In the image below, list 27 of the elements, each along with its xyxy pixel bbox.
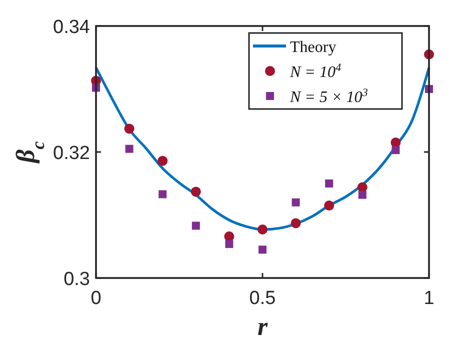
point	[292, 198, 300, 206]
point	[190, 186, 201, 197]
point	[290, 218, 301, 228]
legend-label: N = 10$^{4}$	[289, 62, 342, 81]
legend-label: Theory	[290, 39, 336, 56]
point	[324, 200, 334, 211]
point	[357, 182, 368, 192]
y-tick-label: 0.3	[64, 269, 90, 290]
point	[258, 246, 266, 254]
x-axis-title: r	[257, 312, 268, 341]
point	[158, 190, 167, 198]
point	[358, 190, 366, 199]
point	[124, 124, 134, 134]
point	[325, 180, 334, 188]
point	[125, 144, 134, 153]
y-tick-label: 0.32	[53, 143, 90, 164]
point	[158, 156, 168, 166]
point	[225, 240, 234, 248]
point	[224, 231, 234, 242]
point	[392, 146, 400, 154]
y-tick-label: 0.34	[53, 17, 90, 38]
x-tick-label: 0.5	[249, 288, 276, 309]
x-tick-label: 0	[90, 288, 102, 309]
x-tick-label: 1	[424, 288, 434, 309]
point	[192, 222, 200, 230]
legend-label: N = 5 × 10$^{3}$	[289, 87, 368, 106]
point	[258, 224, 268, 234]
